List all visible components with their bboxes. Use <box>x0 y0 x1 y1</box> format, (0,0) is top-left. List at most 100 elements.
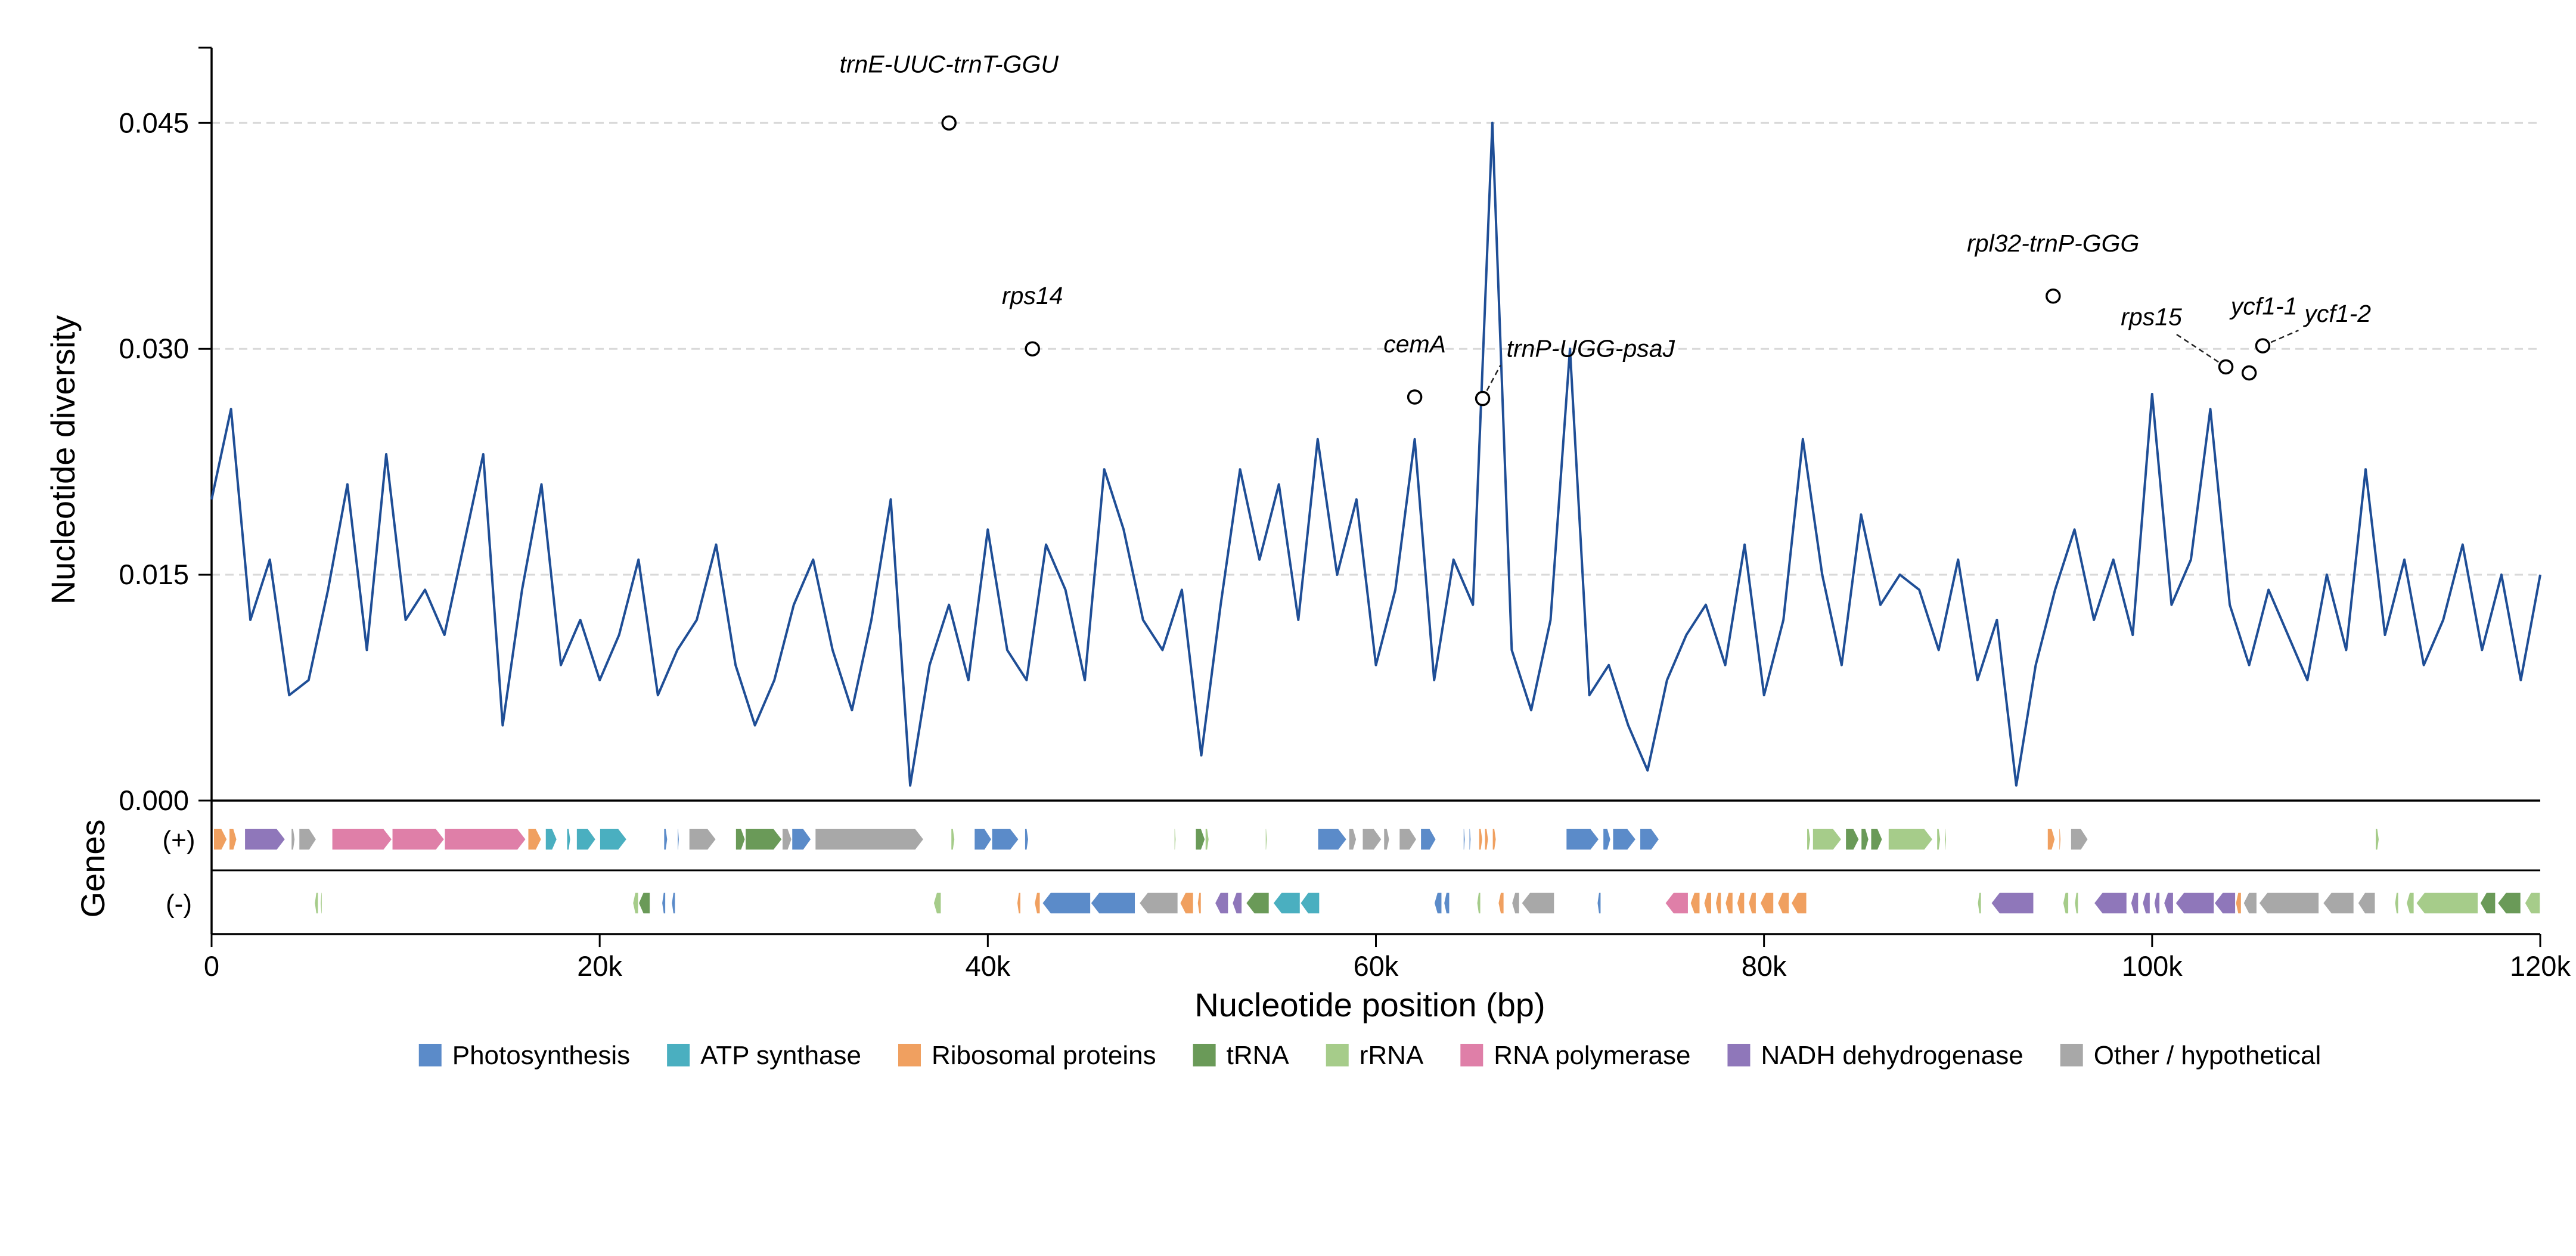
diversity-line <box>210 122 2541 787</box>
gene-minus <box>1245 892 1270 914</box>
gene-minus <box>1433 892 1442 914</box>
legend-swatch <box>1727 1044 1751 1066</box>
gene-plus <box>566 828 572 851</box>
gene-minus <box>1596 892 1602 914</box>
gene-plus <box>1812 828 1842 851</box>
strand-label-plus: (+) <box>163 826 195 855</box>
gene-minus <box>2130 892 2139 914</box>
gene-minus <box>314 892 319 914</box>
gene-plus <box>331 828 393 851</box>
gene-plus <box>213 828 228 851</box>
peak-label: rps14 <box>1002 282 1063 309</box>
gene-plus <box>1612 828 1637 851</box>
gene-minus <box>671 892 676 914</box>
peak-marker <box>941 115 957 131</box>
legend-label: RNA polymerase <box>1494 1041 1690 1070</box>
x-tick-label: 0 <box>204 950 219 982</box>
gene-minus <box>2074 892 2079 914</box>
gene-plus <box>1870 828 1883 851</box>
peak-label: cemA <box>1383 330 1446 358</box>
gene-minus <box>2322 892 2355 914</box>
x-tick-label: 60k <box>1354 950 1399 982</box>
gene-plus <box>228 828 238 851</box>
strand-label-minus: (-) <box>166 889 192 919</box>
legend-label: rRNA <box>1360 1041 1424 1070</box>
gene-minus <box>1231 892 1243 914</box>
gene-minus <box>1759 892 1774 914</box>
gene-plus <box>1565 828 1600 851</box>
gene-minus <box>638 892 651 914</box>
gene-plus <box>1469 828 1472 851</box>
gene-plus <box>1420 828 1437 851</box>
y-tick-label: 0.045 <box>119 107 189 138</box>
legend-swatch <box>2060 1044 2083 1066</box>
gene-minus <box>1715 892 1722 914</box>
gene-plus <box>781 828 793 851</box>
gene-minus <box>1138 892 1179 914</box>
legend-swatch <box>667 1044 690 1066</box>
peak-marker <box>2241 365 2257 381</box>
x-tick-label: 80k <box>1742 950 1787 982</box>
peak-marker <box>2255 338 2271 353</box>
gene-minus <box>1690 892 1700 914</box>
x-tick-label: 40k <box>965 950 1010 982</box>
gene-plus <box>1317 828 1348 851</box>
gene-plus <box>1639 828 1660 851</box>
legend-label: NADH dehydrogenase <box>1761 1041 2023 1070</box>
gene-plus <box>1383 828 1391 851</box>
gene-minus <box>2497 892 2522 914</box>
peak-marker <box>2218 359 2234 375</box>
gene-minus <box>1016 892 1022 914</box>
y-axis-title: Nucleotide diversity <box>44 315 82 605</box>
x-tick-label: 20k <box>577 950 622 982</box>
gene-plus <box>688 828 717 851</box>
gene-plus <box>1484 828 1489 851</box>
gene-minus <box>1443 892 1450 914</box>
gene-plus <box>576 828 597 851</box>
gene-plus <box>443 828 527 851</box>
diversity-series <box>210 122 2541 787</box>
gene-plus <box>2070 828 2089 851</box>
gene-plus <box>1944 828 1947 851</box>
legend-label: ATP synthase <box>700 1041 861 1070</box>
legend-label: Ribosomal proteins <box>932 1041 1156 1070</box>
x-tick-label: 100k <box>2122 950 2183 982</box>
gene-plus <box>1398 828 1417 851</box>
gene-track-title: Genes <box>74 820 111 918</box>
peak-leader-line <box>2262 330 2299 347</box>
gene-plus <box>599 828 628 851</box>
gene-plus <box>1205 828 1210 851</box>
gene-plus <box>392 828 445 851</box>
gene-plus <box>1860 828 1870 851</box>
x-axis-title: Nucleotide position (bp) <box>1194 986 1545 1024</box>
gene-minus <box>2062 892 2069 914</box>
legend-label: Photosynthesis <box>452 1041 630 1070</box>
legend-swatch <box>418 1044 442 1066</box>
gene-plus <box>744 828 783 851</box>
gene-plus <box>1888 828 1933 851</box>
gene-minus <box>2406 892 2415 914</box>
gene-minus <box>2479 892 2496 914</box>
peak-leader-line <box>2174 333 2227 368</box>
gene-minus <box>2524 892 2541 914</box>
peak-label: ycf1-1 <box>2229 293 2298 320</box>
gene-minus <box>2235 892 2242 914</box>
gene-plus <box>527 828 542 851</box>
gene-plus <box>973 828 992 851</box>
gene-minus <box>2214 892 2236 914</box>
gene-minus <box>1476 892 1482 914</box>
gene-track: (+) (-) <box>163 826 2541 919</box>
gene-minus <box>1990 892 2034 914</box>
gene-plus <box>1361 828 1383 851</box>
y-tick-label: 0.030 <box>119 333 189 364</box>
legend-swatch <box>1460 1044 1483 1066</box>
gene-minus <box>1748 892 1757 914</box>
gene-plus <box>1845 828 1860 851</box>
gene-minus <box>1977 892 1982 914</box>
gene-minus <box>1197 892 1202 914</box>
gene-minus <box>1497 892 1505 914</box>
gene-minus <box>1041 892 1091 914</box>
gene-plus <box>1806 828 1811 851</box>
y-tick-label: 0.015 <box>119 559 189 590</box>
